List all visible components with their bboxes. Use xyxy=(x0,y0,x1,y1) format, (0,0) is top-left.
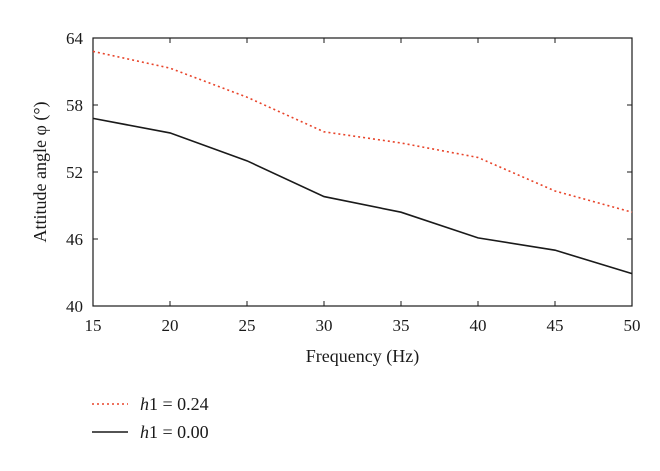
y-tick-label: 58 xyxy=(66,96,83,115)
y-axis-label: Attitude angle φ (°) xyxy=(30,101,51,242)
x-axis-label: Frequency (Hz) xyxy=(306,346,419,367)
legend-label-1: h1 = 0.00 xyxy=(140,422,209,442)
x-tick-label: 20 xyxy=(162,316,179,335)
x-tick-label: 30 xyxy=(316,316,333,335)
plot-frame xyxy=(92,37,633,307)
x-tick-label: 45 xyxy=(547,316,564,335)
x-tick-label: 35 xyxy=(393,316,410,335)
x-tick-label: 25 xyxy=(239,316,256,335)
x-tick-label: 15 xyxy=(85,316,102,335)
x-axis: 15 20 25 30 35 40 45 50 xyxy=(85,38,641,335)
y-tick-label: 40 xyxy=(66,297,83,316)
series-line-0 xyxy=(92,50,633,213)
legend-label-0: h1 = 0.24 xyxy=(140,394,209,414)
y-tick-label: 52 xyxy=(66,163,83,182)
series-line-1 xyxy=(92,117,633,275)
x-tick-label: 40 xyxy=(470,316,487,335)
plot-area xyxy=(92,37,633,307)
legend: h1 = 0.24 h1 = 0.00 xyxy=(92,394,209,442)
y-tick-label: 64 xyxy=(66,29,84,48)
y-axis: 40 46 52 58 64 xyxy=(66,29,632,316)
x-tick-label: 50 xyxy=(624,316,641,335)
y-tick-label: 46 xyxy=(66,230,83,249)
